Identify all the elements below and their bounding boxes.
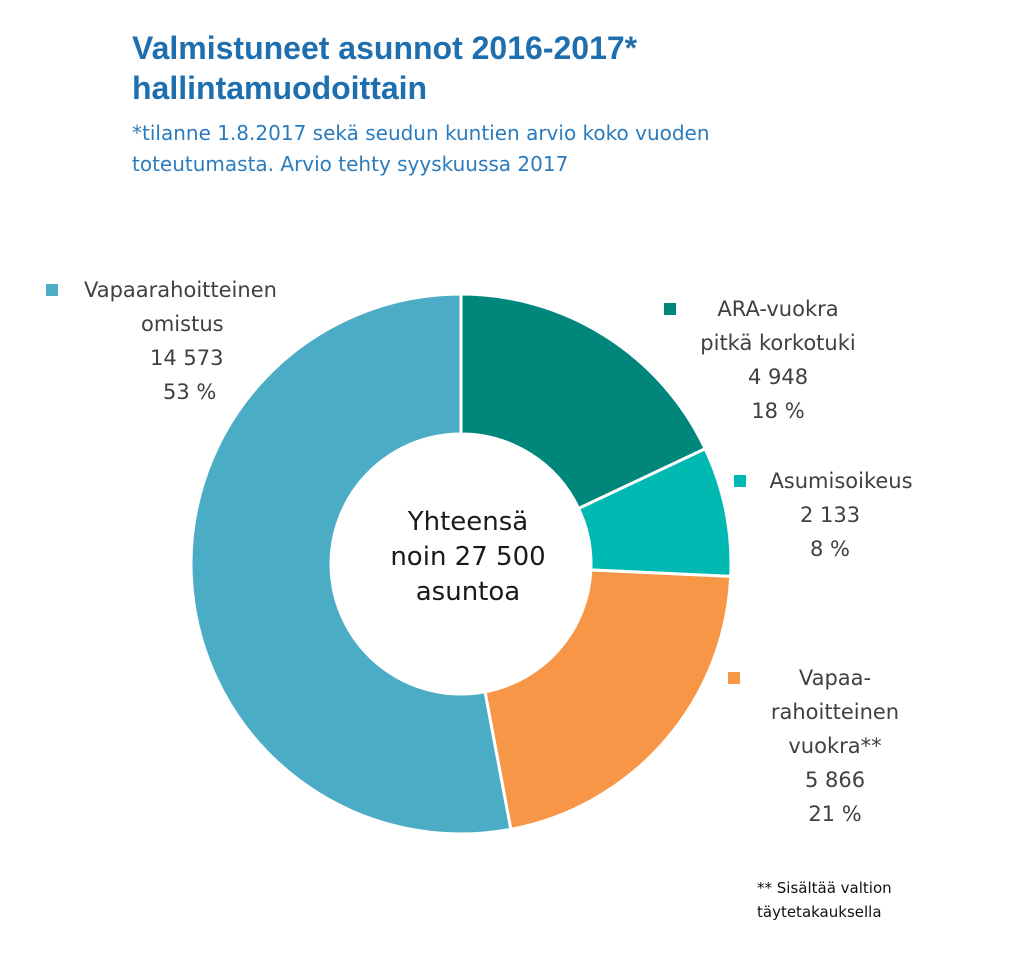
center-line-1: Yhteensä <box>407 507 529 537</box>
legend-label-line: Asumisoikeus <box>769 469 913 493</box>
center-line-3: asuntoa <box>415 577 521 607</box>
legend-value: 5 866 <box>804 768 866 792</box>
chart-subtitle-line-2: toteutumasta. Arvio tehty syyskuussa 201… <box>132 152 569 176</box>
legend-label-line: Vapaarahoitteinen <box>84 278 277 302</box>
footnote-line-2: täytetakauksella <box>757 903 882 921</box>
legend-swatch-vapaa-vuokra <box>728 672 740 684</box>
legend-percent: 18 % <box>751 399 805 423</box>
donut-center-label: Yhteensä noin 27 500 asuntoa <box>348 505 588 610</box>
chart-subtitle-line-1: *tilanne 1.8.2017 sekä seudun kuntien ar… <box>132 121 710 145</box>
legend-swatch-asumisoikeus <box>734 475 746 487</box>
legend-value: 2 133 <box>799 503 861 527</box>
legend-swatch-ara-vuokra <box>664 303 676 315</box>
legend-percent: 21 % <box>808 802 862 826</box>
legend-ara-vuokra: ARA-vuokra pitkä korkotuki 4 948 18 % <box>658 292 898 428</box>
legend-vapaa-vuokra: Vapaa- rahoitteinen vuokra** 5 866 21 % <box>720 661 950 831</box>
chart-subtitle: *tilanne 1.8.2017 sekä seudun kuntien ar… <box>132 118 710 180</box>
legend-vapaa-omistus: Vapaarahoitteinen omistus 14 573 53 % <box>40 273 340 409</box>
center-line-2: noin 27 500 <box>390 542 546 572</box>
slice-vapaa-omistus <box>189 292 513 836</box>
legend-value: 4 948 <box>747 365 809 389</box>
chart-title-line-2: hallintamuodoittain <box>132 70 428 106</box>
chart-title-line-1: Valmistuneet asunnot 2016-2017* <box>132 30 638 66</box>
legend-percent: 8 % <box>810 537 850 561</box>
legend-value: 14 573 <box>150 346 224 370</box>
legend-swatch-vapaa-omistus <box>46 284 58 296</box>
chart-title: Valmistuneet asunnot 2016-2017* hallinta… <box>132 28 637 108</box>
legend-label-line: pitkä korkotuki <box>700 331 856 355</box>
legend-label-line: omistus <box>141 312 224 336</box>
slice-vapaa-vuokra <box>483 568 733 832</box>
legend-label-line: rahoitteinen <box>770 700 900 724</box>
slice-ara-vuokra <box>459 292 708 511</box>
legend-label-line: vuokra** <box>788 734 882 758</box>
footnote: ** Sisältää valtion täytetakauksella <box>757 876 892 924</box>
legend-label-line: ARA-vuokra <box>717 297 839 321</box>
legend-asumisoikeus: Asumisoikeus 2 133 8 % <box>730 464 930 566</box>
footnote-line-1: ** Sisältää valtion <box>757 879 892 897</box>
legend-percent: 53 % <box>163 380 217 404</box>
legend-label-line: Vapaa- <box>798 666 872 690</box>
